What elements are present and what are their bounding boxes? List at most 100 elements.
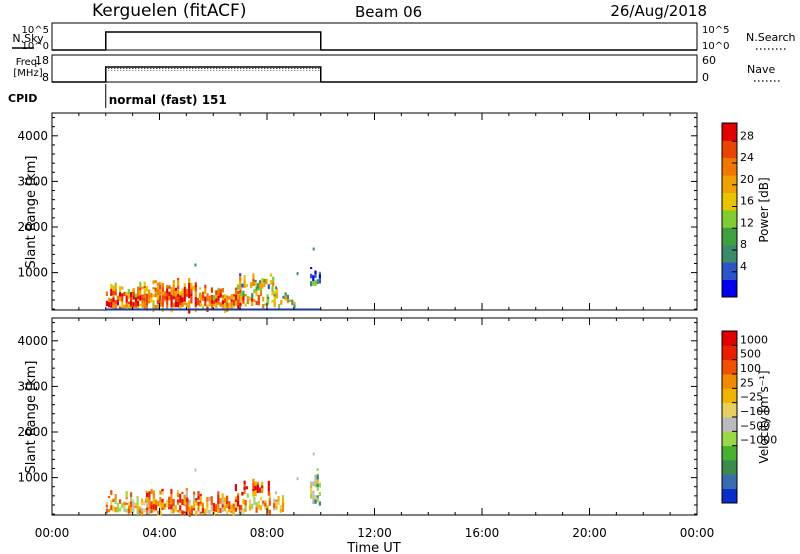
range-gate-cell — [185, 288, 189, 294]
range-gate-cell — [215, 298, 218, 303]
range-gate-cell — [159, 501, 162, 506]
range-gate-cell — [254, 490, 257, 497]
range-gate-cell — [159, 291, 162, 294]
range-gate-cell — [150, 504, 153, 510]
range-gate-cell — [228, 509, 231, 513]
range-gate-cell — [114, 282, 117, 286]
range-gate-cell — [186, 502, 189, 506]
range-gate-cell — [134, 502, 137, 506]
range-gate-cell — [174, 291, 178, 297]
range-gate-cell — [188, 278, 191, 283]
range-gate-cell — [181, 499, 184, 505]
range-gate-cell — [123, 501, 126, 506]
colorbar-segment — [722, 175, 737, 193]
range-gate-cell — [286, 299, 289, 303]
range-gate-cell — [143, 293, 146, 298]
range-gate-cell — [105, 501, 108, 505]
colorbar-segment — [722, 227, 737, 246]
range-gate-cell — [150, 501, 153, 505]
range-gate-cell — [273, 498, 276, 504]
range-gate-cell — [112, 295, 115, 298]
range-gate-cell — [159, 299, 162, 306]
range-gate-cell — [177, 285, 180, 290]
power-data-layer — [105, 247, 321, 314]
date-label: 26/Aug/2018 — [610, 2, 707, 20]
freq-frame — [51, 54, 698, 83]
range-gate-cell — [251, 293, 254, 299]
range-gate-cell — [170, 289, 173, 296]
range-gate-cell — [159, 505, 162, 511]
colorbar-tick-label: 1000 — [740, 333, 768, 346]
range-gate-cell — [105, 507, 108, 510]
range-gate-cell — [108, 297, 111, 303]
colorbar-tick-label: 20 — [740, 173, 754, 186]
range-gate-cell — [177, 297, 180, 302]
range-gate-cell — [193, 494, 196, 501]
range-gate-cell — [264, 502, 267, 507]
range-gate-cell — [291, 299, 294, 303]
range-gate-cell — [226, 510, 229, 515]
range-gate-cell — [190, 508, 193, 515]
range-gate-cell — [293, 304, 296, 308]
range-gate-cell — [143, 281, 146, 286]
range-gate-cell — [154, 293, 157, 298]
range-gate-cell — [318, 501, 321, 506]
range-gate-cell — [268, 500, 271, 506]
range-gate-cell — [125, 295, 128, 298]
range-gate-cell — [123, 304, 126, 310]
range-gate-cell — [161, 295, 164, 300]
range-gate-cell — [243, 284, 246, 289]
range-gate-cell — [166, 305, 169, 309]
range-gate-cell — [243, 275, 246, 280]
range-gate-cell — [244, 294, 247, 297]
range-gate-cell — [137, 301, 140, 307]
range-gate-cell — [197, 496, 200, 500]
range-gate-cell — [196, 298, 200, 301]
colorbar-segment — [722, 192, 737, 211]
range-gate-cell — [246, 296, 249, 299]
range-gate-cell — [176, 489, 180, 493]
range-gate-cell — [110, 283, 113, 289]
range-gate-cell — [224, 294, 227, 299]
y-tick-label: 1000 — [17, 266, 48, 280]
range-gate-cell — [279, 505, 282, 509]
range-gate-cell — [239, 302, 242, 307]
range-gate-cell — [177, 293, 180, 298]
range-gate-cell — [312, 495, 315, 500]
y-tick-label: 1000 — [17, 471, 48, 485]
range-gate-cell — [258, 283, 262, 289]
range-gate-cell — [269, 279, 273, 285]
range-gate-cell — [316, 279, 319, 285]
range-gate-cell — [141, 303, 144, 308]
colorbar-tick-label: −100 — [740, 405, 770, 418]
range-gate-cell — [134, 293, 137, 298]
range-gate-cell — [105, 300, 108, 307]
range-gate-cell — [234, 484, 237, 488]
range-gate-cell — [239, 280, 242, 285]
range-gate-cell — [226, 495, 229, 502]
range-gate-cell — [237, 506, 240, 510]
range-gate-cell — [125, 491, 128, 497]
range-gate-cell — [179, 493, 182, 499]
colorbar-tick-label: −25 — [740, 391, 763, 404]
range-gate-cell — [134, 505, 137, 508]
range-gate-cell — [154, 287, 157, 292]
range-gate-cell — [312, 281, 315, 286]
range-gate-cell — [179, 498, 182, 503]
range-gate-cell — [194, 299, 197, 302]
colorbar-segment — [722, 474, 737, 490]
range-gate-cell — [199, 503, 202, 507]
range-gate-cell — [252, 273, 255, 279]
colorbar-tick-label: 500 — [740, 348, 761, 361]
range-gate-cell — [157, 510, 160, 516]
range-gate-cell — [259, 287, 263, 292]
range-gate-cell — [188, 308, 191, 314]
range-gate-cell — [219, 498, 222, 504]
range-gate-cell — [202, 294, 205, 299]
nsky-strip: N.Sky 10^5 10^0 10^5 10^0 N.Search — [12, 22, 796, 52]
range-gate-cell — [237, 294, 240, 300]
range-gate-cell — [259, 291, 263, 297]
range-gate-cell — [183, 301, 186, 306]
colorbar-tick-label: 12 — [740, 216, 754, 229]
colorbar-tick-label: 28 — [740, 129, 754, 142]
